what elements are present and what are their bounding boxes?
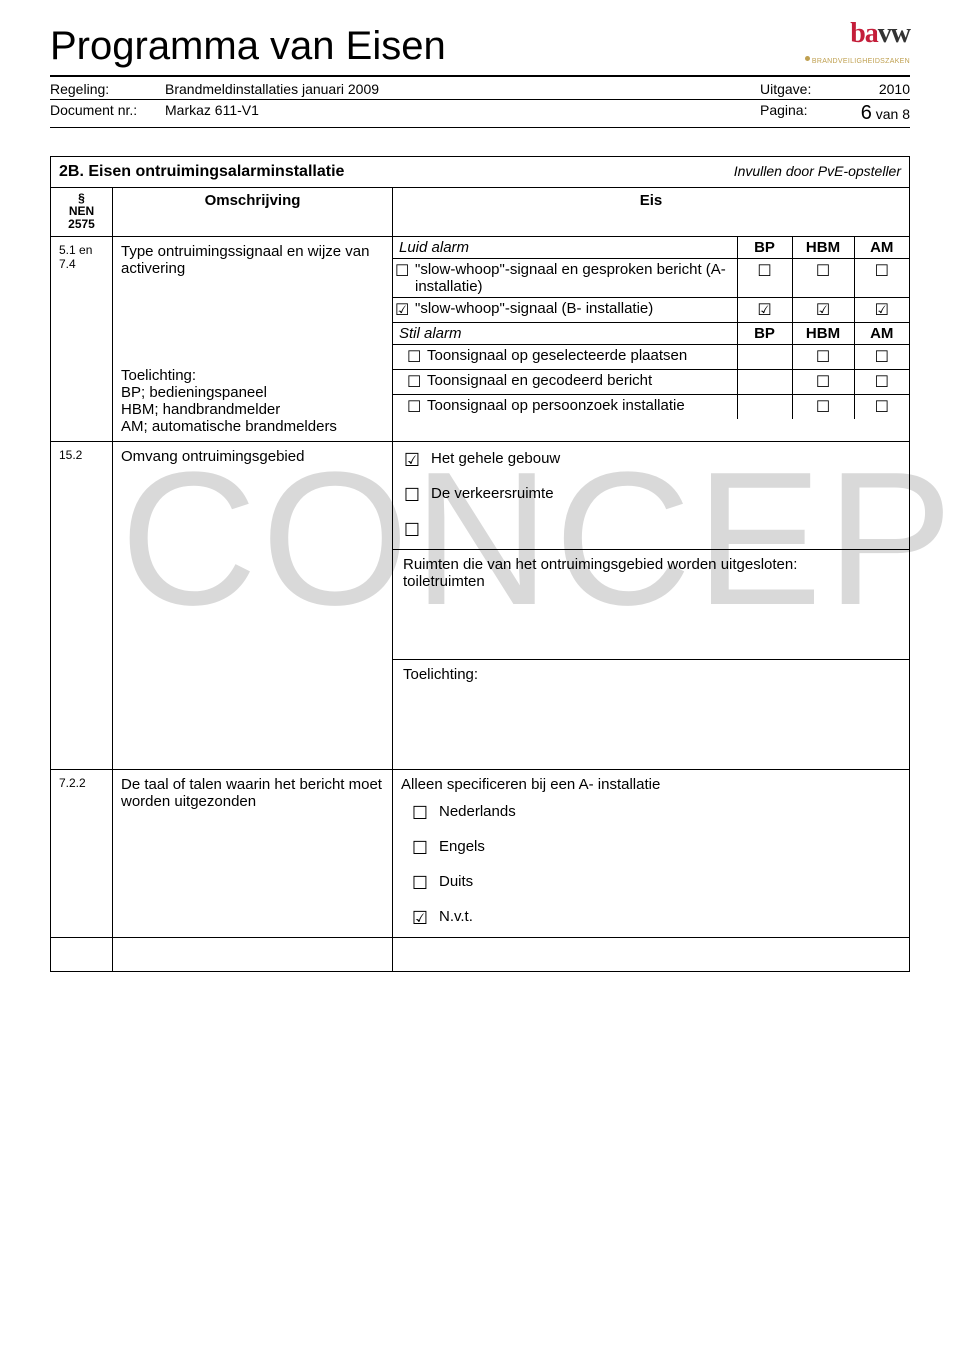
checkbox-icon[interactable]: ☐ bbox=[407, 372, 421, 392]
option-engels: Engels bbox=[433, 838, 895, 855]
checkbox-icon[interactable]: ☐ bbox=[854, 394, 909, 419]
row1-eis-cell: Luid alarm BP HBM AM ☐ "slow-whoop"-sign… bbox=[393, 236, 910, 441]
checkbox-icon[interactable]: ☐ bbox=[399, 520, 425, 541]
toelichting-label: Toelichting: bbox=[403, 666, 478, 683]
bp-header: BP bbox=[737, 322, 792, 344]
checkbox-icon[interactable]: ☐ bbox=[854, 344, 909, 369]
col-ref-header: § NEN 2575 bbox=[51, 188, 113, 237]
option-slowwhoop-a: ☐ "slow-whoop"-signaal en gesproken beri… bbox=[393, 258, 737, 297]
requirements-table: 2B. Eisen ontruimingsalarminstallatie In… bbox=[50, 156, 910, 972]
empty-cell bbox=[51, 937, 113, 971]
checkbox-icon[interactable]: ☐ bbox=[854, 258, 909, 297]
checkbox-icon[interactable]: ☐ bbox=[792, 369, 854, 394]
option-gehele: Het gehele gebouw bbox=[425, 450, 903, 467]
regeling-label: Regeling: bbox=[50, 81, 165, 97]
checkbox-icon[interactable]: ☐ bbox=[395, 261, 409, 281]
checkbox-icon[interactable]: ☐ bbox=[792, 258, 854, 297]
empty-cell bbox=[737, 344, 792, 369]
row1-ref: 5.1 en 7.4 bbox=[51, 236, 113, 441]
checkbox-icon[interactable]: ☐ bbox=[407, 873, 433, 894]
option-toon-pers: ☐ Toonsignaal op persoonzoek installatie bbox=[393, 394, 737, 419]
header-row-regeling: Regeling: Brandmeldinstallaties januari … bbox=[50, 79, 910, 99]
checkbox-icon[interactable]: ☐ bbox=[399, 485, 425, 506]
am-header: AM bbox=[854, 322, 909, 344]
option-duits: Duits bbox=[433, 873, 895, 890]
stil-alarm-label: Stil alarm bbox=[393, 322, 737, 344]
row3-omschrijving: De taal of talen waarin het bericht moet… bbox=[113, 769, 393, 937]
option-slowwhoop-b: ☑ "slow-whoop"-signaal (B- installatie) bbox=[393, 297, 737, 322]
am-header: AM bbox=[854, 237, 909, 259]
document-title: Programma van Eisen bbox=[50, 24, 910, 69]
checkbox-icon[interactable]: ☐ bbox=[737, 258, 792, 297]
checkbox-icon[interactable]: ☐ bbox=[792, 344, 854, 369]
filler-note: Invullen door PvE-opsteller bbox=[734, 163, 901, 179]
row1-omschrijving: Type ontruimingssignaal en wijze van act… bbox=[121, 243, 384, 277]
option-toon-gesel: ☐ Toonsignaal op geselecteerde plaatsen bbox=[393, 344, 737, 369]
luid-alarm-label: Luid alarm bbox=[393, 237, 737, 259]
row2-toelichting-box: Toelichting: bbox=[393, 659, 909, 769]
col-omschrijving-header: Omschrijving bbox=[113, 188, 393, 237]
option-verkeersruimte: De verkeersruimte bbox=[425, 485, 903, 502]
row2-omschrijving: Omvang ontruimingsgebied bbox=[113, 441, 393, 769]
checkbox-icon[interactable]: ☐ bbox=[854, 369, 909, 394]
section-title: 2B. Eisen ontruimingsalarminstallatie bbox=[59, 163, 344, 180]
row1-toel-line: AM; automatische brandmelders bbox=[121, 418, 384, 435]
col-eis-header: Eis bbox=[393, 188, 910, 237]
table-row: 5.1 en 7.4 Type ontruimingssignaal en wi… bbox=[51, 236, 910, 441]
table-row: 7.2.2 De taal of talen waarin het berich… bbox=[51, 769, 910, 937]
empty-cell bbox=[393, 937, 910, 971]
hbm-header: HBM bbox=[792, 322, 854, 344]
table-row-empty bbox=[51, 937, 910, 971]
table-row: 15.2 Omvang ontruimingsgebied ☑ Het gehe… bbox=[51, 441, 910, 769]
checkbox-icon[interactable]: ☐ bbox=[407, 803, 433, 824]
pagina-label: Pagina: bbox=[760, 102, 830, 125]
row1-omschrijving-cell: Type ontruimingssignaal en wijze van act… bbox=[113, 236, 393, 441]
header-row-docnr: Document nr.: Markaz 611-V1 Pagina: 6 va… bbox=[50, 100, 910, 127]
spec-label: Alleen specificeren bij een A- installat… bbox=[401, 776, 901, 793]
empty-cell bbox=[737, 394, 792, 419]
docnr-label: Document nr.: bbox=[50, 102, 165, 125]
docnr-value: Markaz 611-V1 bbox=[165, 102, 760, 125]
checkbox-icon[interactable]: ☐ bbox=[407, 838, 433, 859]
row1-toel-line: HBM; handbrandmelder bbox=[121, 401, 384, 418]
checkbox-checked-icon[interactable]: ☑ bbox=[395, 300, 409, 320]
uitgave-value: 2010 bbox=[830, 81, 910, 97]
checkbox-checked-icon[interactable]: ☑ bbox=[854, 297, 909, 322]
checkbox-checked-icon[interactable]: ☑ bbox=[737, 297, 792, 322]
row3-ref: 7.2.2 bbox=[51, 769, 113, 937]
empty-cell bbox=[113, 937, 393, 971]
bp-header: BP bbox=[737, 237, 792, 259]
hbm-header: HBM bbox=[792, 237, 854, 259]
row2-eis-cell: ☑ Het gehele gebouw ☐ De verkeersruimte … bbox=[393, 441, 910, 769]
checkbox-icon[interactable]: ☐ bbox=[792, 394, 854, 419]
checkbox-checked-icon[interactable]: ☑ bbox=[399, 450, 425, 471]
ruimten-value: toiletruimten bbox=[403, 573, 485, 590]
checkbox-checked-icon[interactable]: ☑ bbox=[792, 297, 854, 322]
regeling-value: Brandmeldinstallaties januari 2009 bbox=[165, 81, 760, 97]
option-nederlands: Nederlands bbox=[433, 803, 895, 820]
row3-eis-cell: Alleen specificeren bij een A- installat… bbox=[393, 769, 910, 937]
ruimten-box: Ruimten die van het ontruimingsgebied wo… bbox=[393, 549, 909, 659]
option-toon-gecod: ☐ Toonsignaal en gecodeerd bericht bbox=[393, 369, 737, 394]
checkbox-icon[interactable]: ☐ bbox=[407, 397, 421, 417]
uitgave-label: Uitgave: bbox=[760, 81, 830, 97]
ruimten-label: Ruimten die van het ontruimingsgebied wo… bbox=[403, 556, 797, 573]
row2-ref: 15.2 bbox=[51, 441, 113, 769]
section-header-row: 2B. Eisen ontruimingsalarminstallatie In… bbox=[51, 157, 910, 188]
option-nvt: N.v.t. bbox=[433, 908, 895, 925]
row1-toelichting-label: Toelichting: bbox=[121, 367, 384, 384]
column-header-row: § NEN 2575 Omschrijving Eis bbox=[51, 188, 910, 237]
pagina-value: 6 van 8 bbox=[830, 102, 910, 125]
checkbox-checked-icon[interactable]: ☑ bbox=[407, 908, 433, 929]
empty-cell bbox=[737, 369, 792, 394]
checkbox-icon[interactable]: ☐ bbox=[407, 347, 421, 367]
row1-toel-line: BP; bedieningspaneel bbox=[121, 384, 384, 401]
